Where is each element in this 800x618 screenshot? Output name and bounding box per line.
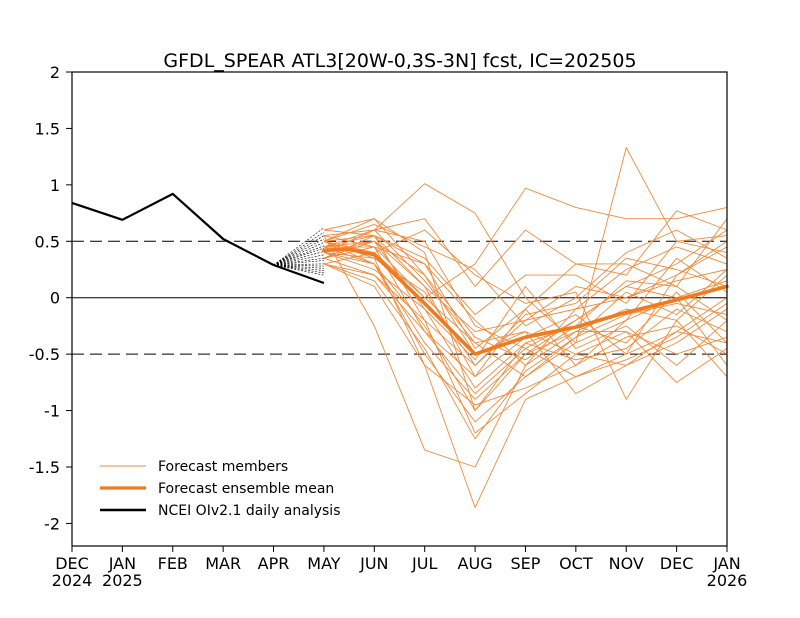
y-tick-label: 1 [50,176,60,195]
ensemble-mean-line [322,247,729,356]
member-line [323,218,728,361]
member-line [323,147,728,344]
observed-line [71,192,325,285]
x-tick-label: MAY [307,554,341,573]
y-tick-label: 0.5 [35,232,60,251]
x-tick-label: NOV [609,554,644,573]
member-line [323,218,728,395]
fan-line [273,235,325,266]
fan-line [273,264,324,269]
fan-line [273,245,325,266]
fan-line [273,254,324,266]
x-tick-year-label: 2024 [52,571,93,590]
x-tick-year-label: 2026 [707,571,748,590]
x-tick-label: APR [258,554,290,573]
x-tick-year-label: 2025 [102,571,143,590]
y-tick-label: 1.5 [35,119,60,138]
y-tick-label: -2 [44,514,60,533]
x-tick-label: JAN [108,554,136,573]
member-line [323,218,728,321]
legend-label-obs: NCEI OIv2.1 daily analysis [158,503,341,519]
member-line [323,229,728,316]
fan-line [273,232,325,266]
member-line [323,246,728,412]
x-tick-label: FEB [158,554,188,573]
fan-line [273,264,324,274]
observed-analysis [71,192,325,285]
member-line [323,263,728,509]
y-tick-label: 0 [50,289,60,308]
member-line [323,240,728,355]
y-tick-label: -1.5 [29,458,60,477]
fan-line [273,257,324,266]
y-tick-label: -0.5 [29,345,60,364]
fan-line [273,242,325,266]
fan-line [273,264,324,267]
chart-title: GFDL_SPEAR ATL3[20W-0,3S-3N] fcst, IC=20… [163,50,636,72]
x-tick-label: MAR [205,554,241,573]
member-line [323,235,728,366]
member-line [323,252,728,406]
legend-label-members: Forecast members [158,459,288,475]
plot-frame [71,71,728,547]
initial-condition-fan [273,227,325,276]
x-tick-label: OCT [559,554,593,573]
fan-line [273,263,324,266]
x-tick-label: SEP [511,554,541,573]
x-tick-label: JUN [359,554,388,573]
member-line [323,263,728,366]
x-tick-label: JAN [712,554,740,573]
fan-line [273,264,324,271]
y-tick-label: -1 [44,402,60,421]
x-tick-label: AUG [458,554,493,573]
x-tick-label: JUL [411,554,437,573]
member-line [323,223,728,327]
fan-line [273,238,325,266]
x-tick-label: DEC [55,554,89,573]
x-tick-label: DEC [660,554,694,573]
member-line [323,229,728,378]
forecast-members [323,147,728,509]
ensemble-mean [322,247,729,356]
fan-line [273,260,324,266]
legend-label-mean: Forecast ensemble mean [158,481,334,497]
member-line [323,246,728,395]
fan-line [273,251,325,266]
legend: Forecast members Forecast ensemble mean NC… [100,459,341,519]
y-axis: 2 1.5 1 0.5 0 -0.5 -1 -1.5 -2 [29,63,72,533]
member-line [323,252,728,366]
fan-line [273,247,325,266]
y-tick-label: 2 [50,63,60,82]
fan-line [273,264,324,276]
